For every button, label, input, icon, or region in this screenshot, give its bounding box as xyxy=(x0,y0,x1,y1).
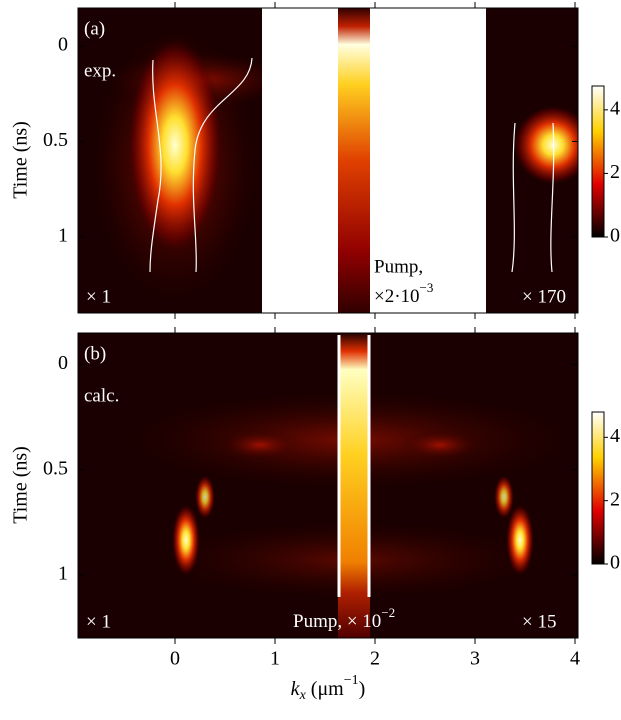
contour xyxy=(511,122,516,273)
glow xyxy=(506,504,534,576)
pump-label: Pump, × 10−2 xyxy=(293,605,395,632)
y-tick-label: 0 xyxy=(58,34,68,56)
x-tick-label: 3 xyxy=(470,648,480,670)
x-label-subscript: x xyxy=(299,688,307,703)
x-label-unit: (μm xyxy=(306,678,344,700)
glow xyxy=(494,475,514,519)
pump-factor: ×2·10−3 xyxy=(374,280,433,307)
glow xyxy=(400,430,480,460)
x-label-exponent: −1 xyxy=(344,673,359,688)
scale-label: × 15 xyxy=(522,611,556,632)
glow xyxy=(513,105,578,185)
x-tick-label: 2 xyxy=(370,648,380,670)
pump-strip xyxy=(338,8,370,313)
pump-exponent: −2 xyxy=(381,605,395,620)
glow xyxy=(127,35,223,255)
colorbar-tick-label: 2 xyxy=(610,161,620,183)
y-tick-label: 1 xyxy=(58,562,68,584)
y-tick-label: 0 xyxy=(58,352,68,374)
x-axis-label: kx (μm−1) xyxy=(291,673,366,703)
frame xyxy=(77,332,579,639)
contour xyxy=(550,122,555,273)
contour xyxy=(192,57,253,273)
colorbar-tick-label: 4 xyxy=(610,97,620,119)
pump-factor-base: ×2·10 xyxy=(374,286,420,307)
x-label-symbol: k xyxy=(291,678,301,700)
panel-label: (b) xyxy=(84,343,106,364)
y-tick-label: 1 xyxy=(58,224,68,246)
x-tick-label: 0 xyxy=(170,648,180,670)
scale-label: × 170 xyxy=(522,286,566,307)
heatmap-a xyxy=(77,7,579,314)
pump-label-base: Pump, × 10 xyxy=(293,611,381,632)
y-axis-label: Time (ns) xyxy=(10,446,32,524)
y-tick-label: 0.5 xyxy=(43,129,68,151)
colorbar-tick-label: 2 xyxy=(610,488,620,510)
panel-note: exp. xyxy=(84,60,116,81)
heatmap-b xyxy=(77,332,579,639)
glow xyxy=(172,504,200,576)
colorbar-tick-label: 4 xyxy=(610,425,620,447)
pump-strip xyxy=(338,333,370,638)
y-axis-label: Time (ns) xyxy=(10,121,32,199)
contour xyxy=(149,59,162,273)
frame xyxy=(77,7,579,314)
panel-label: (a) xyxy=(84,18,105,39)
scale-label: × 1 xyxy=(86,611,111,632)
colorbar xyxy=(591,411,605,565)
x-tick-label: 1 xyxy=(270,648,280,670)
x-tick-label: 4 xyxy=(570,648,580,670)
pump-exponent: −3 xyxy=(420,280,434,295)
scale-label: × 1 xyxy=(86,286,111,307)
y-tick-label: 0.5 xyxy=(43,457,68,479)
colorbar-tick-label: 0 xyxy=(610,552,620,574)
colorbar-tick-label: 0 xyxy=(610,225,620,247)
glow xyxy=(195,475,215,519)
x-label-close: ) xyxy=(359,678,366,700)
colorbar xyxy=(591,85,605,238)
glow xyxy=(220,430,300,460)
pump-label: Pump, xyxy=(374,256,423,277)
panel-note: calc. xyxy=(84,385,119,406)
